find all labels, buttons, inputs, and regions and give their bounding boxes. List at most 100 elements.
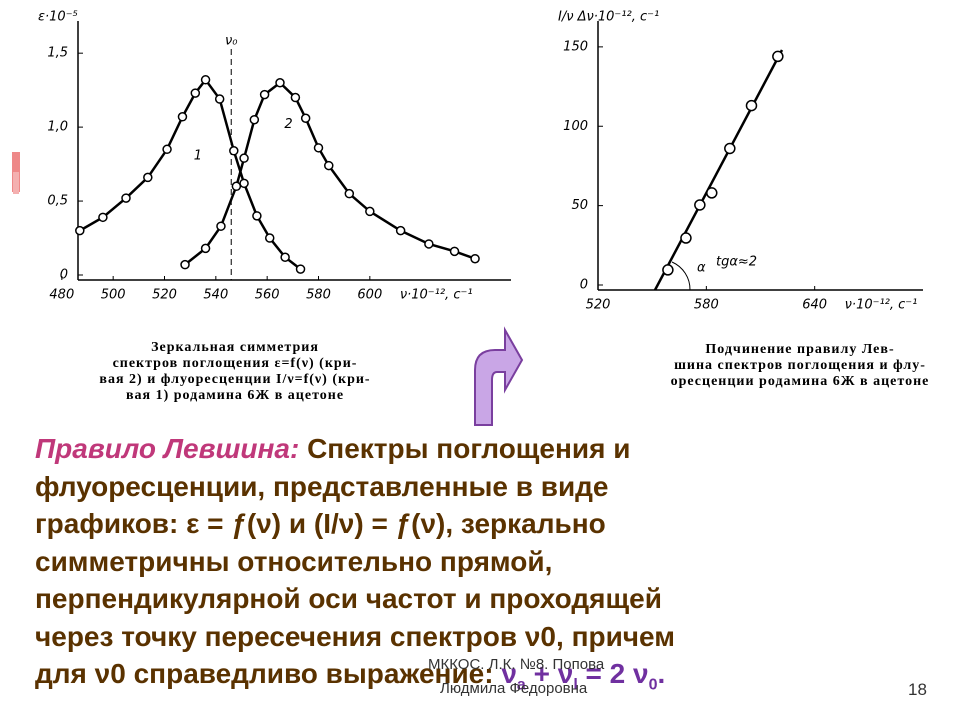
rule-part: . [657,658,666,689]
rule-part: Правило Левшина: [35,433,300,464]
caption-line: спектров поглощения ε=f(ν) (кри- [113,356,358,371]
x-tick-label: 500 [101,288,126,303]
point [259,89,270,100]
point [424,239,434,249]
point [275,78,285,88]
point [280,252,290,263]
rule-part: Спектры поглощения и [307,433,631,464]
rule-text: Правило Левшина: Спектры поглощения и флу… [35,430,675,704]
point [264,233,275,243]
point [239,153,249,163]
point [200,243,211,254]
point [121,193,131,203]
point [395,225,406,236]
series-label: 1 [194,148,202,163]
point [344,188,355,199]
point [313,143,324,153]
point [143,172,153,183]
caption-line: вая 1) родамина 6Ж в ацетоне [126,388,344,403]
rule-line: флуоресценции, представленные в виде [35,468,675,506]
rule-line: для ν0 справедливо выражение: νa + νl = … [35,655,675,704]
x-tick-label: 580 [306,288,331,303]
point [249,114,260,125]
rule-part: перпендикулярной оси частот и проходящей [35,583,662,614]
y-tick-label: 1,0 [47,120,68,135]
x-tick-label: 580 [694,298,719,313]
point [177,112,188,122]
rule-line: Правило Левшина: Спектры поглощения и [35,430,675,468]
point [324,160,334,171]
y-tick-label: 0 [580,278,588,293]
curve [184,81,476,266]
rule-part: графиков: ε = ƒ(ν) и (I/ν) = ƒ(ν), зерка… [35,508,606,539]
point [231,181,242,192]
x-tick-label: 600 [357,288,382,303]
rule-part: a [516,676,526,694]
y-tick-label: 0,5 [47,194,68,209]
point [300,113,311,123]
point [162,144,172,155]
nu0-label: ν₀ [225,34,238,49]
caption-line: Зеркальная симметрия [151,340,319,355]
rule-part: l [573,676,578,694]
point [200,75,211,85]
point [365,206,375,217]
x-tick-label: 520 [152,288,177,303]
rule-part: 0 [648,676,658,694]
angle-arc [671,261,691,291]
arrow [474,326,524,426]
point [180,259,190,270]
rule-part: флуоресценции, представленные в виде [35,470,609,502]
rule-part: симметричны относительно прямой, [35,545,553,577]
point [449,246,460,257]
rule-part: = 2 ν [577,658,649,689]
rule-part: для ν0 справедливо выражение: [35,658,494,689]
point [239,178,249,189]
rule-line: через точку пересечения спектров ν0, при… [35,618,675,656]
formula: νa + νl = 2 ν0. [501,658,666,694]
footer-author: Людмила Федоровна [440,680,588,697]
rule-line: перпендикулярной оси частот и проходящей [35,580,675,618]
y-axis-label: I/ν Δν·10⁻¹², с⁻¹ [558,10,659,25]
caption-line: шина спектров поглощения и флу- [674,358,926,373]
slope-label: tgα≈2 [716,255,757,270]
caption-line: Подчинение правилу Лев- [705,342,894,357]
point [214,94,225,104]
x-tick-label: 540 [203,288,228,303]
point [724,142,736,155]
point [252,211,262,221]
point [216,221,226,231]
point [662,264,674,276]
point [295,264,306,274]
x-tick-label: 560 [255,288,280,303]
point [680,232,692,244]
page-number: 18 [908,680,927,699]
point [290,92,301,103]
x-axis-label: ν·10⁻¹², с⁻¹ [845,298,918,313]
rule-part: + ν [525,658,574,689]
x-axis-label: ν·10⁻¹², с⁻¹ [400,288,473,303]
angle-label: α [697,261,706,276]
rule-line: графиков: ε = ƒ(ν) и (I/ν) = ƒ(ν), зерка… [35,505,675,543]
y-tick-label: 50 [571,198,588,213]
y-tick-label: 1,5 [47,46,68,61]
point [772,50,784,63]
point [694,199,706,211]
point [706,187,718,199]
series-label: 2 [284,117,292,132]
x-tick-label: 480 [49,288,74,303]
fit-line [653,49,784,291]
rule-part: ν [501,658,517,689]
decoration [13,172,19,194]
x-tick-label: 520 [586,298,611,313]
rule-part: через точку пересечения спектров ν0, при… [35,620,675,652]
y-tick-label: 0 [60,268,68,283]
caption-line: оресценции родамина 6Ж в ацетоне [671,374,930,389]
point [98,212,108,223]
point [190,88,201,98]
point [75,225,85,236]
point [745,99,758,112]
